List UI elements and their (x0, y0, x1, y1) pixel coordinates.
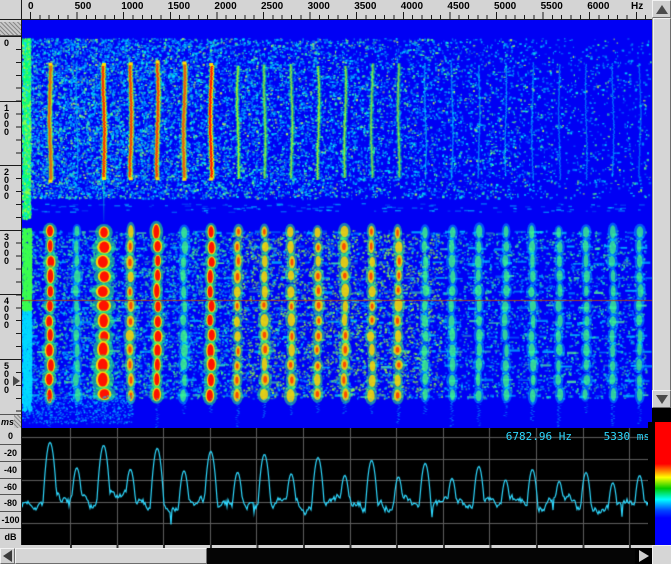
time-cursor-marker-icon[interactable] (13, 376, 20, 386)
frequency-major-ticks (30, 12, 652, 19)
time-major-tick (0, 359, 21, 360)
scroll-left-button[interactable] (0, 548, 15, 564)
ruler-corner-cell (0, 0, 22, 20)
spectrogram-display[interactable] (22, 20, 652, 428)
freq-tick-label: 1000 (121, 1, 143, 12)
db-tick-label: -100 (0, 512, 21, 529)
freq-tick-label: 3500 (354, 1, 376, 12)
freq-tick-label: 3000 (308, 1, 330, 12)
scrollbar-gap (652, 408, 671, 422)
time-tick-label: 3 0 0 0 (4, 233, 9, 265)
time-minor-ticks (16, 36, 21, 412)
time-tick-label: 1 0 0 0 (4, 104, 9, 136)
scroll-right-button[interactable] (635, 549, 652, 563)
freq-tick-label: 2500 (261, 1, 283, 12)
time-tick-label: 0 (4, 39, 9, 47)
spectrum-plot[interactable] (22, 428, 648, 545)
time-major-tick (0, 165, 21, 166)
db-tick-label: -20 (0, 445, 21, 462)
time-unit-label: ms (1, 417, 14, 427)
scroll-left-icon (3, 550, 12, 562)
time-unit-cell: ms (0, 414, 21, 429)
time-major-tick (0, 36, 21, 37)
color-scale (655, 422, 671, 545)
db-tick-label: -40 (0, 462, 21, 479)
spectrogram-window: Hz 0 500 1000 1500 2000 2500 3000 3500 4000 4500 5… (0, 0, 671, 564)
horizontal-scrollbar-thumb[interactable] (15, 548, 207, 564)
scroll-up-icon (656, 5, 668, 14)
time-tick-label: 5 0 0 0 (4, 362, 9, 394)
cursor-time-readout: 5330 ms (604, 430, 650, 443)
freq-tick-label: 0 (28, 1, 34, 12)
freq-tick-label: 5000 (494, 1, 516, 12)
ruler-hatch-cell (0, 22, 21, 36)
time-tick-label: 4 0 0 0 (4, 297, 9, 329)
time-major-tick (0, 230, 21, 231)
db-ruler: 0-20-40-60-80-100dB (0, 428, 22, 545)
frequency-ruler[interactable]: Hz 0 500 1000 1500 2000 2500 3000 3500 4000 4500 5… (22, 0, 652, 20)
db-tick-label: dB (0, 529, 21, 545)
horizontal-scrollbar-track[interactable] (207, 548, 635, 564)
horizontal-scrollbar[interactable] (0, 548, 652, 564)
resize-corner (652, 545, 671, 564)
freq-tick-label: 1500 (168, 1, 190, 12)
freq-tick-label: 5500 (541, 1, 563, 12)
freq-tick-label: 500 (75, 1, 92, 12)
scroll-down-icon (656, 395, 668, 404)
scroll-down-button[interactable] (652, 390, 671, 408)
vertical-scrollbar[interactable] (652, 0, 671, 422)
db-tick-label: 0 (0, 428, 21, 445)
vertical-scrollbar-thumb[interactable] (653, 18, 671, 391)
scroll-right-icon (639, 550, 649, 562)
time-major-tick (0, 101, 21, 102)
freq-tick-label: 2000 (214, 1, 236, 12)
freq-tick-label: 6000 (587, 1, 609, 12)
ruler-hatch-cell (14, 415, 21, 429)
time-tick-label: 2 0 0 0 (4, 168, 9, 200)
freq-tick-label: 4000 (401, 1, 423, 12)
frequency-unit-label: Hz (631, 1, 643, 12)
scroll-up-button[interactable] (652, 0, 671, 18)
cursor-frequency-readout: 6782.96 Hz (506, 430, 572, 443)
time-ruler[interactable]: ms 0 1 0 0 0 2 0 0 0 3 0 0 0 4 0 0 0 5 0 0 0 (0, 20, 22, 428)
db-tick-label: -80 (0, 495, 21, 512)
time-major-tick (0, 294, 21, 295)
db-tick-label: -60 (0, 479, 21, 496)
freq-tick-label: 4500 (447, 1, 469, 12)
spectrum-panel[interactable]: 6782.96 Hz 5330 ms (22, 428, 648, 545)
